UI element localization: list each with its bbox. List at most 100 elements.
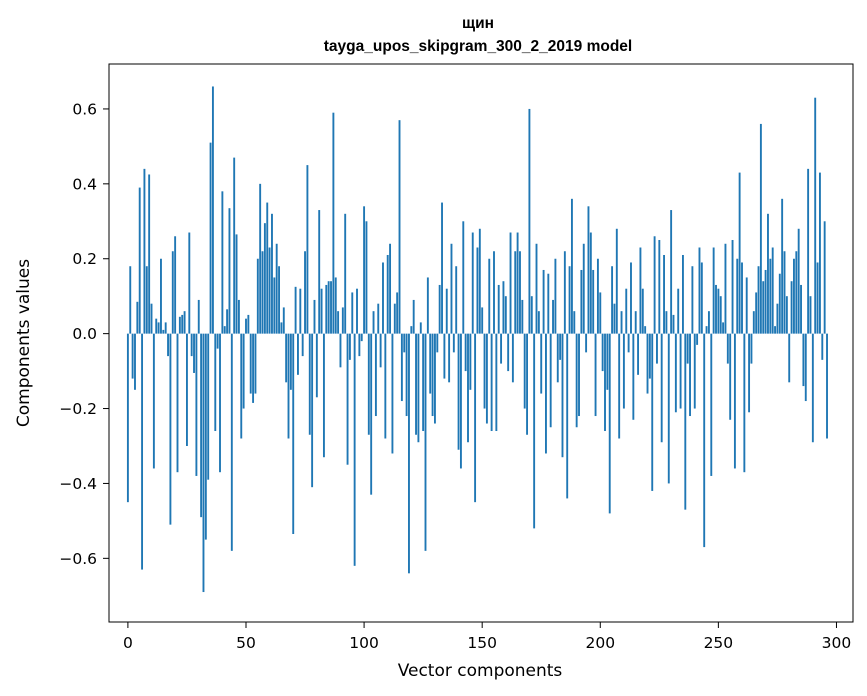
bar: [698, 247, 701, 334]
bar: [384, 333, 387, 439]
bar: [596, 258, 599, 334]
bar: [689, 333, 691, 417]
bar: [167, 333, 169, 357]
x-tick-label: 0: [123, 634, 133, 652]
bar: [771, 247, 774, 334]
bar: [261, 251, 264, 334]
bar: [573, 311, 576, 334]
bar: [469, 333, 472, 390]
bar: [582, 243, 585, 334]
bar: [434, 333, 436, 424]
bar-series: [126, 86, 828, 593]
bar: [237, 299, 240, 334]
bar: [315, 333, 318, 398]
bar: [240, 333, 243, 439]
bar: [530, 296, 533, 334]
bar: [160, 258, 162, 334]
bar: [575, 333, 578, 428]
bar: [273, 277, 276, 334]
bar: [370, 333, 373, 495]
bar: [356, 288, 358, 334]
bar: [443, 333, 446, 379]
y-tick-label: 0.4: [72, 175, 97, 193]
bar: [670, 210, 673, 334]
bar: [271, 213, 273, 334]
bar: [656, 333, 658, 364]
bar: [545, 333, 547, 454]
bar: [783, 251, 786, 334]
bar: [613, 303, 616, 334]
x-tick-label: 50: [236, 634, 256, 652]
bar: [278, 266, 280, 334]
bar: [339, 333, 342, 368]
bar: [398, 120, 401, 334]
bar: [570, 198, 573, 334]
bar: [280, 322, 283, 334]
bar: [478, 228, 481, 334]
bar: [228, 208, 231, 334]
bar: [788, 333, 791, 383]
bar: [341, 307, 344, 334]
bar: [233, 157, 236, 334]
bar: [429, 333, 432, 394]
bar: [769, 258, 772, 334]
bar: [169, 333, 172, 525]
bar: [537, 311, 540, 334]
bar: [344, 213, 347, 334]
bar: [547, 273, 550, 334]
bar: [452, 333, 455, 353]
bar: [731, 240, 734, 334]
bar: [651, 333, 654, 491]
bar: [599, 292, 602, 334]
bar: [204, 333, 207, 540]
bar: [663, 254, 665, 334]
bar: [223, 326, 226, 334]
bar: [797, 228, 800, 334]
bar: [131, 333, 134, 379]
bar: [729, 333, 732, 420]
bar: [438, 284, 441, 334]
bar: [207, 333, 210, 480]
bar: [622, 333, 625, 409]
bar: [686, 333, 689, 364]
bar: [542, 269, 545, 334]
bar: [313, 299, 316, 334]
chart-title: щин: [462, 15, 494, 32]
bar: [665, 311, 668, 334]
bar: [809, 296, 812, 334]
bar: [585, 333, 588, 353]
bar: [750, 333, 753, 364]
bar: [620, 311, 623, 334]
bar: [129, 266, 132, 334]
bar: [462, 221, 465, 334]
bar: [450, 243, 453, 334]
bar: [677, 288, 680, 334]
bar: [441, 202, 443, 334]
bar: [325, 284, 328, 334]
bar: [743, 333, 746, 473]
bar: [802, 333, 805, 387]
bar: [386, 254, 389, 334]
bar: [497, 284, 500, 334]
bar: [412, 299, 415, 334]
bar: [141, 333, 144, 570]
bar: [391, 333, 394, 454]
bar: [776, 303, 779, 334]
bar: [348, 333, 351, 360]
bar: [176, 333, 179, 473]
bar: [568, 266, 571, 334]
bar: [495, 333, 498, 432]
bar: [490, 333, 493, 432]
bar: [287, 333, 290, 439]
bar: [523, 333, 526, 409]
bar: [514, 251, 517, 334]
bar: [322, 333, 325, 458]
bar: [382, 262, 384, 334]
bar: [254, 333, 257, 394]
bar: [519, 251, 521, 334]
bar: [625, 288, 628, 334]
bar: [826, 333, 828, 439]
plot-frame: [108, 63, 854, 623]
bar: [363, 206, 366, 334]
